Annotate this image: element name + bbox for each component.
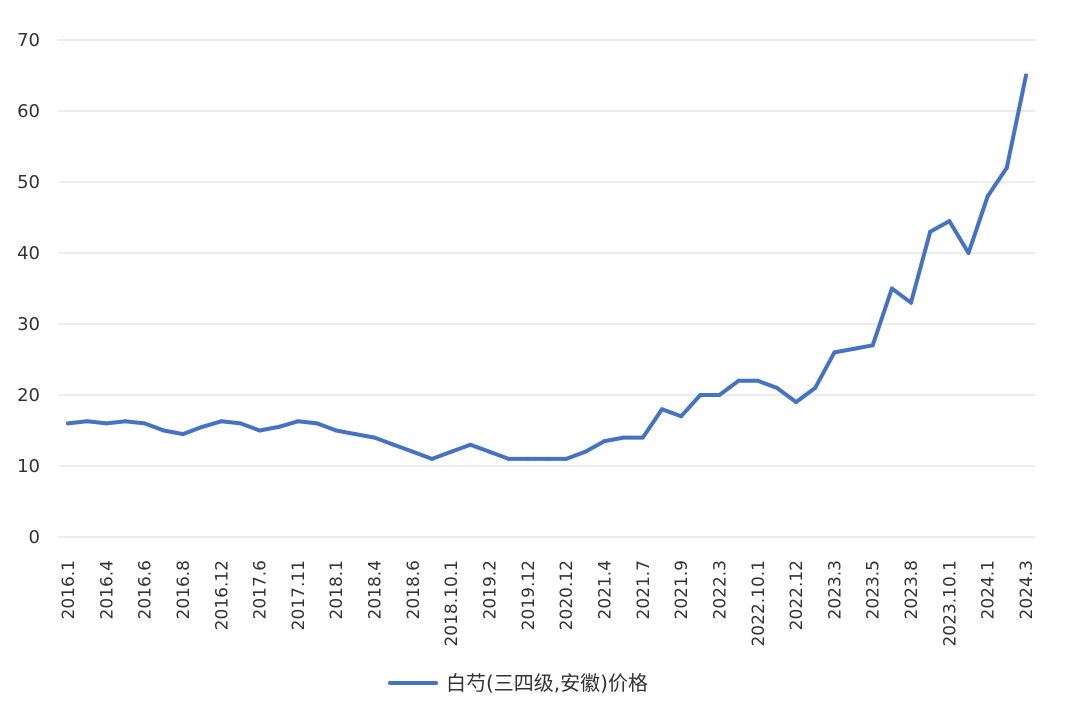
data-point <box>794 400 799 405</box>
x-tick-label: 2023.8 <box>902 560 922 619</box>
data-point <box>238 421 243 426</box>
y-tick-label: 50 <box>17 172 40 193</box>
data-point <box>276 424 281 429</box>
data-point <box>928 229 933 234</box>
legend-label: 白芍(三四级,安徽)价格 <box>446 671 648 695</box>
data-point <box>717 393 722 397</box>
x-tick-label: 2018.1 <box>327 560 347 619</box>
x-tick-label: 2021.4 <box>595 560 615 619</box>
data-point <box>66 421 70 426</box>
data-point <box>487 449 492 454</box>
data-point <box>621 435 626 440</box>
data-point <box>851 346 856 351</box>
data-point <box>602 439 607 444</box>
x-tick-label: 2023.10.1 <box>940 560 960 647</box>
data-point <box>391 442 396 447</box>
y-tick-label: 0 <box>29 527 40 548</box>
y-tick-label: 40 <box>17 243 40 264</box>
data-point <box>161 428 166 433</box>
x-tick-label: 2024.3 <box>1017 560 1037 619</box>
series-line <box>66 73 1028 461</box>
x-tick-label: 2016.8 <box>174 560 194 619</box>
data-point <box>564 456 569 461</box>
x-tick-label: 2020.12 <box>557 560 577 630</box>
data-point <box>123 419 128 424</box>
data-point <box>736 378 741 383</box>
x-tick-label: 2022.3 <box>710 560 730 619</box>
data-point <box>430 456 434 461</box>
data-point <box>1024 73 1028 78</box>
data-point <box>1004 165 1009 170</box>
data-point <box>813 385 818 390</box>
data-point <box>353 432 358 437</box>
x-axis-ticks: 2016.1 2016.4 2016.6 2016.8 2016.12 2017.6 201… <box>59 560 1037 647</box>
data-point <box>660 407 664 412</box>
x-tick-label: 2018.6 <box>404 560 424 619</box>
x-tick-label: 2016.12 <box>212 560 232 630</box>
y-tick-label: 70 <box>17 30 40 51</box>
data-point <box>142 421 147 426</box>
x-tick-label: 2021.7 <box>634 560 654 619</box>
data-point <box>985 194 990 199</box>
data-point <box>104 421 109 426</box>
x-tick-label: 2023.5 <box>864 560 884 619</box>
data-point <box>583 449 588 454</box>
x-tick-label: 2018.4 <box>366 560 386 619</box>
data-point <box>525 456 530 461</box>
data-point <box>410 449 415 454</box>
data-point <box>755 378 760 383</box>
data-point <box>966 251 971 255</box>
data-point <box>832 350 837 355</box>
x-tick-label: 2022.12 <box>787 560 807 630</box>
x-tick-label: 2017.11 <box>289 560 309 630</box>
x-tick-label: 2023.3 <box>825 560 845 619</box>
data-point <box>257 428 262 433</box>
data-point <box>468 442 473 447</box>
data-point <box>85 419 90 424</box>
series-layer <box>66 73 1028 461</box>
data-point <box>200 424 205 429</box>
x-tick-label: 2019.12 <box>519 560 539 630</box>
data-point <box>219 419 224 424</box>
data-point <box>870 343 875 348</box>
data-point <box>506 456 511 461</box>
x-tick-label: 2022.10.1 <box>749 560 769 647</box>
x-tick-label: 2024.1 <box>979 560 999 619</box>
x-tick-label: 2019.2 <box>481 560 501 619</box>
x-tick-label: 2016.6 <box>136 560 156 619</box>
data-point <box>774 385 779 390</box>
data-point <box>449 449 454 454</box>
data-point <box>372 435 377 440</box>
y-axis-ticks: 0 10 20 30 40 50 60 70 <box>17 30 40 548</box>
data-point <box>947 219 952 224</box>
data-point <box>334 428 339 433</box>
data-point <box>545 456 549 461</box>
data-point <box>640 435 645 440</box>
legend: 白芍(三四级,安徽)价格 <box>388 671 648 695</box>
x-tick-label: 2021.9 <box>672 560 692 619</box>
y-tick-label: 20 <box>17 385 40 406</box>
data-point <box>295 419 300 424</box>
x-tick-label: 2016.1 <box>59 560 79 619</box>
y-tick-label: 30 <box>17 314 40 335</box>
data-point <box>679 414 684 419</box>
data-point <box>889 286 894 291</box>
data-point <box>315 421 320 426</box>
data-point <box>698 393 703 397</box>
data-point <box>181 432 185 437</box>
data-point <box>909 300 913 305</box>
x-tick-label: 2018.10.1 <box>442 560 462 647</box>
grid-lines <box>58 39 1035 538</box>
y-tick-label: 60 <box>17 101 40 122</box>
x-tick-label: 2017.6 <box>251 560 271 619</box>
y-tick-label: 10 <box>17 456 40 477</box>
x-tick-label: 2016.4 <box>97 560 117 619</box>
